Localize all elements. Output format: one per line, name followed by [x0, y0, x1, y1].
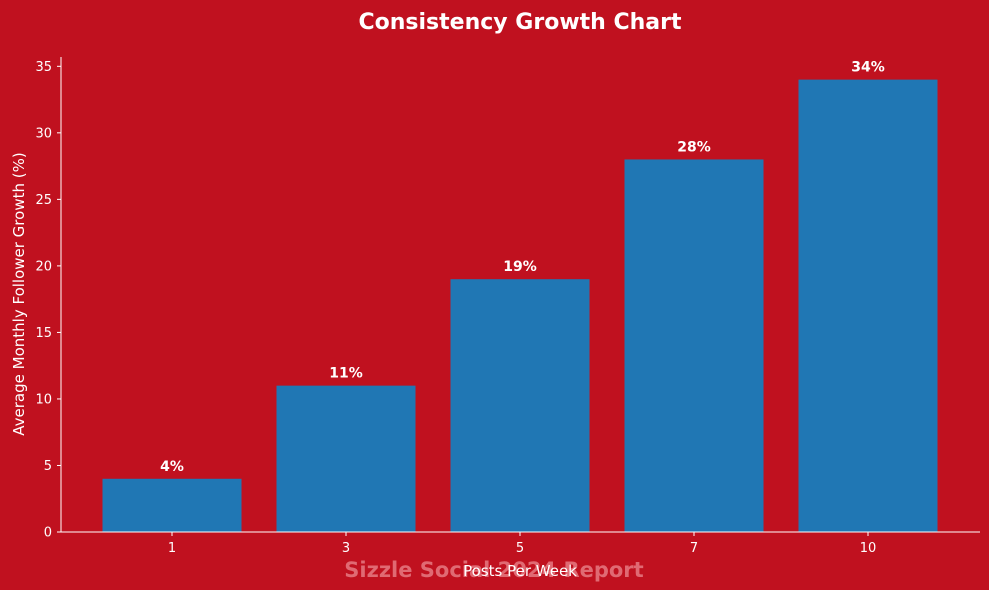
x-tick-label: 3 [342, 541, 350, 556]
y-tick-label: 35 [35, 60, 52, 75]
y-tick-label: 15 [35, 326, 52, 341]
y-tick-label: 0 [44, 526, 52, 541]
y-tick-label: 20 [35, 259, 52, 274]
bar-10 [798, 79, 938, 532]
data-label-3: 11% [329, 366, 363, 382]
y-axis-label: Average Monthly Follower Growth (%) [10, 152, 28, 435]
bar-5 [450, 279, 590, 532]
x-tick-label: 1 [168, 541, 176, 556]
bar-7 [624, 159, 764, 532]
data-label-10: 34% [851, 60, 885, 76]
data-label-1: 4% [160, 459, 184, 475]
bar-3 [276, 385, 416, 532]
x-axis-label: Posts Per Week [463, 562, 577, 580]
watermark-text: Sizzle Social 2024 Report [344, 558, 643, 582]
y-tick-label: 25 [35, 193, 52, 208]
y-tick-label: 30 [35, 126, 52, 141]
y-tick-label: 5 [44, 459, 52, 474]
bar-1 [102, 478, 242, 532]
x-tick-label: 7 [690, 541, 698, 556]
data-label-7: 28% [677, 139, 711, 155]
data-label-5: 19% [503, 259, 537, 275]
chart-title: Consistency Growth Chart [359, 10, 682, 35]
x-tick-label: 10 [860, 541, 877, 556]
x-tick-label: 5 [516, 541, 524, 556]
y-tick-label: 10 [35, 392, 52, 407]
